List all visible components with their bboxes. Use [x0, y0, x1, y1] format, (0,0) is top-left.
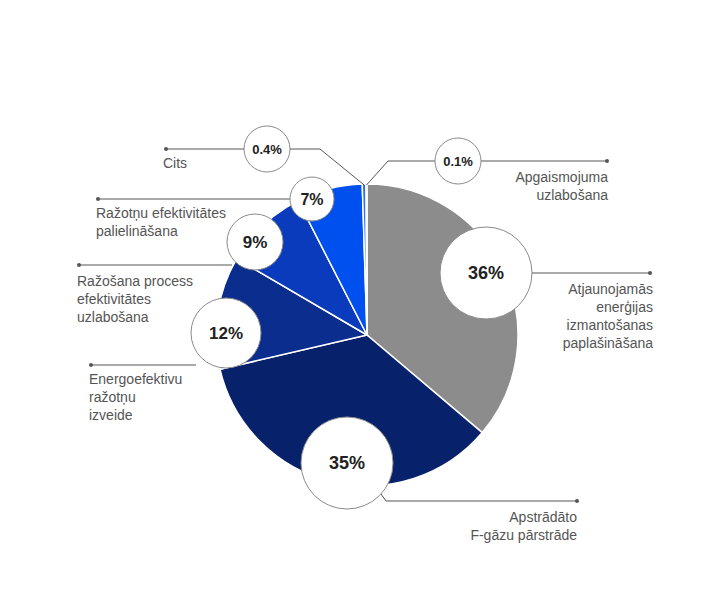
svg-text:35%: 35% — [329, 453, 365, 473]
svg-text:36%: 36% — [468, 263, 504, 283]
svg-text:0.4%: 0.4% — [252, 142, 282, 157]
svg-text:Ražotņu efektivitātespalielinā: Ražotņu efektivitātespalielināšana — [96, 205, 226, 239]
svg-text:7%: 7% — [300, 191, 323, 208]
svg-text:ApstrādātoF-gāzu pārstrāde: ApstrādātoF-gāzu pārstrāde — [470, 509, 577, 543]
svg-text:0.1%: 0.1% — [443, 154, 473, 169]
svg-text:Energoefektivuražotņuizveide: Energoefektivuražotņuizveide — [89, 371, 182, 423]
svg-text:12%: 12% — [209, 324, 243, 343]
svg-text:Cits: Cits — [163, 155, 187, 171]
svg-text:Apgaismojumauzlabošana: Apgaismojumauzlabošana — [515, 169, 608, 203]
svg-text:Ražošana processefektivitātesu: Ražošana processefektivitātesuzlabošana — [77, 273, 193, 325]
svg-text:9%: 9% — [243, 233, 268, 252]
svg-text:Atjaunojamāsenerģijasizmantoša: Atjaunojamāsenerģijasizmantošanaspaplaši… — [563, 281, 654, 351]
